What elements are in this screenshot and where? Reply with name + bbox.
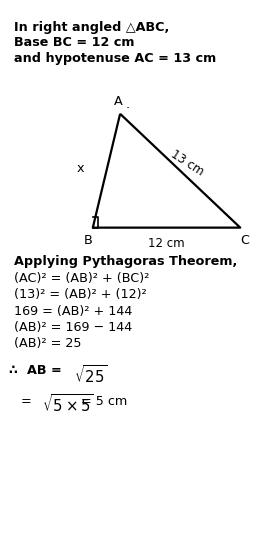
Text: 13 cm: 13 cm bbox=[168, 147, 206, 178]
Text: (AB)² = 25: (AB)² = 25 bbox=[14, 337, 81, 350]
Text: 169 = (AB)² + 144: 169 = (AB)² + 144 bbox=[14, 305, 132, 318]
Text: Base BC = 12 cm: Base BC = 12 cm bbox=[14, 36, 134, 49]
Text: .: . bbox=[126, 98, 130, 111]
Text: C: C bbox=[240, 234, 249, 247]
Text: ∴: ∴ bbox=[8, 364, 17, 377]
Text: $\sqrt{25}$: $\sqrt{25}$ bbox=[74, 364, 108, 386]
Text: B: B bbox=[84, 234, 92, 247]
Text: =: = bbox=[20, 395, 31, 408]
Text: A: A bbox=[114, 95, 123, 108]
Text: In right angled △ABC,: In right angled △ABC, bbox=[14, 21, 169, 34]
Text: (AC)² = (AB)² + (BC)²: (AC)² = (AB)² + (BC)² bbox=[14, 272, 149, 285]
Text: and hypotenuse AC = 13 cm: and hypotenuse AC = 13 cm bbox=[14, 52, 216, 65]
Text: $\sqrt{5 \times 5}$: $\sqrt{5 \times 5}$ bbox=[42, 393, 94, 415]
Text: x: x bbox=[77, 162, 84, 175]
Text: (AB)² = 169 − 144: (AB)² = 169 − 144 bbox=[14, 321, 132, 334]
Text: Applying Pythagoras Theorem,: Applying Pythagoras Theorem, bbox=[14, 255, 237, 268]
Text: 12 cm: 12 cm bbox=[148, 237, 185, 250]
Text: (13)² = (AB)² + (12)²: (13)² = (AB)² + (12)² bbox=[14, 288, 146, 301]
Text: AB =: AB = bbox=[27, 364, 66, 377]
Text: = 5 cm: = 5 cm bbox=[81, 395, 127, 408]
